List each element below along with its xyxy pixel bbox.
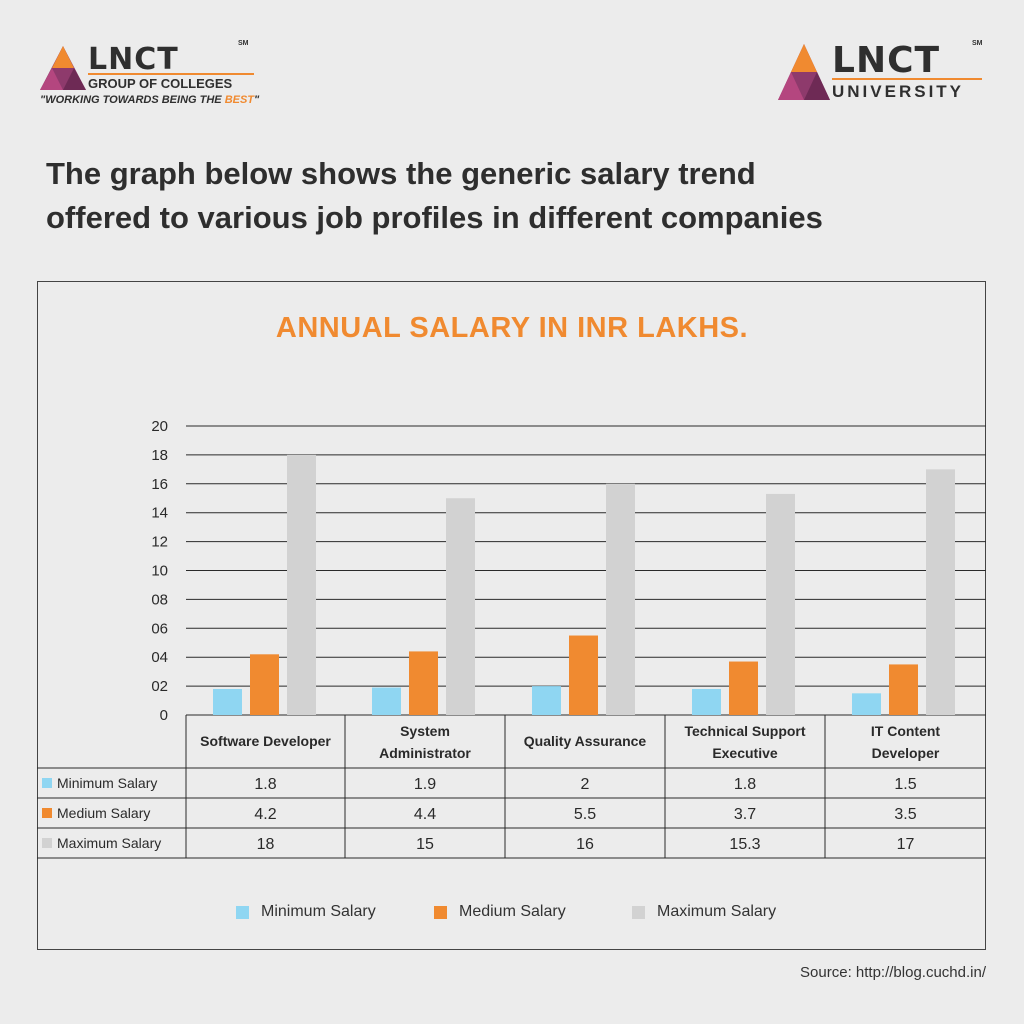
triangle-logo-icon <box>778 44 830 100</box>
service-mark: SM <box>238 40 249 47</box>
y-tick-label: 16 <box>151 476 168 493</box>
source-citation: Source: http://blog.cuchd.in/ <box>800 964 986 981</box>
y-tick-label: 08 <box>151 591 168 608</box>
legend-swatch <box>434 905 447 919</box>
bar <box>852 693 881 715</box>
table-value: 1.5 <box>894 776 916 793</box>
logo-subtitle: UNIVERSITY <box>832 82 965 101</box>
row-series-label: Minimum Salary <box>57 775 157 791</box>
table-value: 3.7 <box>734 806 756 823</box>
y-tick-label: 12 <box>151 534 168 551</box>
legend-swatch <box>236 905 249 919</box>
logo-tagline: "WORKING TOWARDS BEING THE BEST" <box>40 94 260 106</box>
table-value: 18 <box>257 836 275 853</box>
table-value: 2 <box>581 776 590 793</box>
row-swatch <box>42 838 52 848</box>
bar <box>692 688 721 715</box>
y-tick-label: 02 <box>151 678 168 695</box>
bar <box>287 454 316 715</box>
bar <box>926 469 955 715</box>
logo-subtitle: GROUP OF COLLEGES <box>88 76 233 91</box>
category-label: IT Content <box>871 723 941 739</box>
bar <box>729 661 758 715</box>
category-label: Developer <box>872 745 940 761</box>
legend-label: Minimum Salary <box>261 903 376 920</box>
y-tick-label: 04 <box>151 649 168 666</box>
y-tick-label: 0 <box>160 707 168 724</box>
bar <box>250 654 279 715</box>
bar <box>606 483 635 715</box>
category-label: Technical Support <box>684 723 805 739</box>
chart-legend: Minimum Salary Medium Salary Maximum Sal… <box>0 903 1024 927</box>
y-tick-label: 10 <box>151 563 168 580</box>
brand-name: LNCT <box>88 42 179 77</box>
row-series-label: Medium Salary <box>57 805 150 821</box>
bar <box>446 498 475 715</box>
chart-frame <box>37 281 986 950</box>
brand-underline <box>832 78 982 80</box>
legend-swatch <box>632 905 645 919</box>
table-value: 1.9 <box>414 776 436 793</box>
legend-label: Medium Salary <box>459 903 566 920</box>
y-tick-label: 06 <box>151 620 168 637</box>
table-value: 1.8 <box>254 776 276 793</box>
legend-item-minimum: Minimum Salary <box>236 903 376 921</box>
bar <box>372 687 401 715</box>
table-value: 15 <box>416 836 434 853</box>
category-label: Quality Assurance <box>524 733 647 749</box>
table-value: 1.8 <box>734 776 756 793</box>
y-tick-label: 20 <box>151 418 168 435</box>
legend-item-medium: Medium Salary <box>434 903 566 921</box>
table-value: 16 <box>576 836 594 853</box>
headline-line-1: The graph below shows the generic salary… <box>46 156 756 191</box>
brand-name: LNCT <box>832 40 941 81</box>
headline: The graph below shows the generic salary… <box>46 152 946 240</box>
row-swatch <box>42 778 52 788</box>
legend-label: Maximum Salary <box>657 903 777 920</box>
category-label: Executive <box>712 745 778 761</box>
table-value: 4.2 <box>254 806 276 823</box>
table-value: 4.4 <box>414 806 436 823</box>
bar <box>766 493 795 715</box>
bar <box>213 688 242 715</box>
chart-title: ANNUAL SALARY IN INR LAKHS. <box>275 312 749 344</box>
table-value: 3.5 <box>894 806 916 823</box>
table-value: 15.3 <box>729 836 760 853</box>
brand-underline <box>88 73 254 75</box>
bar <box>569 635 598 715</box>
bar <box>532 686 561 715</box>
category-label: Software Developer <box>200 733 331 749</box>
row-series-label: Maximum Salary <box>57 835 161 851</box>
headline-line-2: offered to various job profiles in diffe… <box>46 200 823 235</box>
table-value: 5.5 <box>574 806 596 823</box>
service-mark: SM <box>972 40 983 47</box>
table-value: 17 <box>897 836 915 853</box>
triangle-logo-icon <box>40 46 86 90</box>
y-tick-label: 18 <box>151 447 168 464</box>
bar <box>889 664 918 715</box>
category-label: System <box>400 723 450 739</box>
bar <box>409 651 438 715</box>
legend-item-maximum: Maximum Salary <box>632 903 776 921</box>
y-tick-label: 14 <box>151 505 168 522</box>
row-swatch <box>42 808 52 818</box>
category-label: Administrator <box>379 745 471 761</box>
